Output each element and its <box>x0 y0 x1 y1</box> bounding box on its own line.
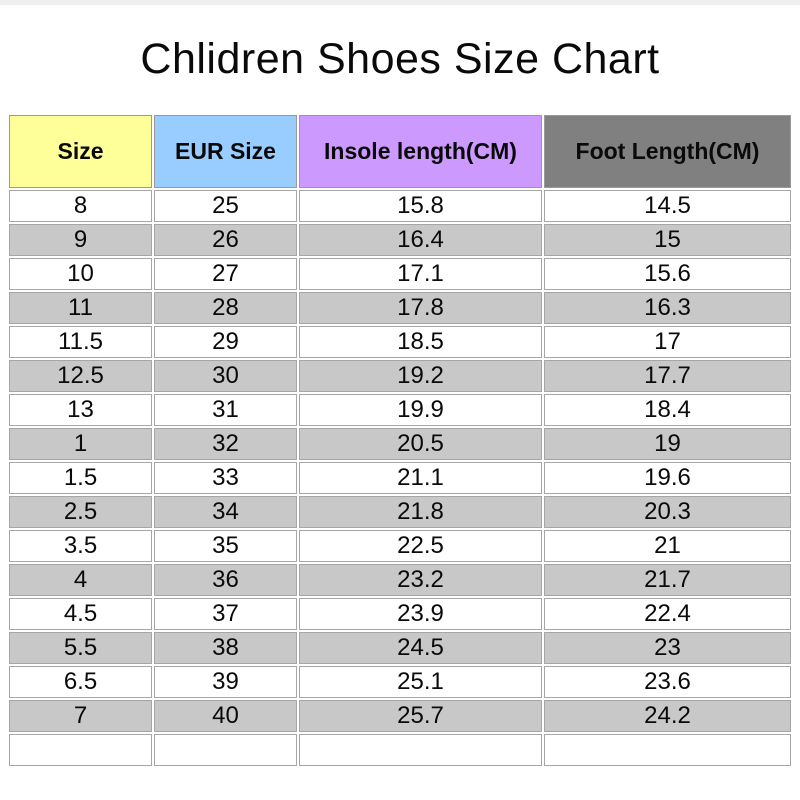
table-cell: 21.8 <box>299 496 542 529</box>
column-header: Insole length(CM) <box>299 115 542 189</box>
table-cell: 15.8 <box>299 190 542 223</box>
table-row: 9 26 16.4 15 <box>9 224 791 257</box>
table-cell: 39 <box>154 666 297 699</box>
table-row <box>9 734 791 767</box>
table-cell: 33 <box>154 462 297 495</box>
table-cell: 17 <box>544 326 791 359</box>
table-cell: 4 <box>9 564 152 597</box>
table-cell: 24.5 <box>299 632 542 665</box>
table-cell: 13 <box>9 394 152 427</box>
table-cell: 21 <box>544 530 791 563</box>
table-cell: 23 <box>544 632 791 665</box>
column-header: Foot Length(CM) <box>544 115 791 189</box>
table-cell: 17.1 <box>299 258 542 291</box>
table-cell: 23.9 <box>299 598 542 631</box>
table-cell: 37 <box>154 598 297 631</box>
table-cell: 40 <box>154 700 297 733</box>
size-chart-table: Size EUR Size Insole length(CM) Foot Length… <box>7 113 793 769</box>
table-cell: 15 <box>544 224 791 257</box>
table-cell: 36 <box>154 564 297 597</box>
table-cell: 6.5 <box>9 666 152 699</box>
table-cell: 17.8 <box>299 292 542 325</box>
table-cell: 27 <box>154 258 297 291</box>
table-cell <box>299 734 542 767</box>
table-cell: 19.2 <box>299 360 542 393</box>
table-cell: 3.5 <box>9 530 152 563</box>
table-cell: 24.2 <box>544 700 791 733</box>
table-cell: 12.5 <box>9 360 152 393</box>
table-cell: 32 <box>154 428 297 461</box>
table-row: 6.5 39 25.1 23.6 <box>9 666 791 699</box>
table-row: 4 36 23.2 21.7 <box>9 564 791 597</box>
table-cell: 14.5 <box>544 190 791 223</box>
table-cell: 22.4 <box>544 598 791 631</box>
table-cell: 15.6 <box>544 258 791 291</box>
table-cell: 16.4 <box>299 224 542 257</box>
table-cell: 8 <box>9 190 152 223</box>
table-cell: 5.5 <box>9 632 152 665</box>
table-cell: 23.6 <box>544 666 791 699</box>
table-row: 13 31 19.9 18.4 <box>9 394 791 427</box>
table-cell: 19.9 <box>299 394 542 427</box>
column-header: EUR Size <box>154 115 297 189</box>
table-cell: 9 <box>9 224 152 257</box>
table-cell: 1 <box>9 428 152 461</box>
table-cell: 21.7 <box>544 564 791 597</box>
table-cell: 28 <box>154 292 297 325</box>
table-cell: 20.5 <box>299 428 542 461</box>
table-cell: 22.5 <box>299 530 542 563</box>
table-cell: 10 <box>9 258 152 291</box>
table-row: 1.5 33 21.1 19.6 <box>9 462 791 495</box>
table-row: 11.5 29 18.5 17 <box>9 326 791 359</box>
table-cell: 29 <box>154 326 297 359</box>
table-cell: 18.4 <box>544 394 791 427</box>
table-header-row: Size EUR Size Insole length(CM) Foot Length… <box>9 115 791 189</box>
table-cell: 19.6 <box>544 462 791 495</box>
table-row: 4.5 37 23.9 22.4 <box>9 598 791 631</box>
page-title: Chlidren Shoes Size Chart <box>140 35 660 83</box>
table-cell: 17.7 <box>544 360 791 393</box>
table-cell: 4.5 <box>9 598 152 631</box>
table-cell: 23.2 <box>299 564 542 597</box>
table-cell: 2.5 <box>9 496 152 529</box>
table-cell: 25.7 <box>299 700 542 733</box>
table-row: 12.5 30 19.2 17.7 <box>9 360 791 393</box>
table-cell: 20.3 <box>544 496 791 529</box>
table-row: 5.5 38 24.5 23 <box>9 632 791 665</box>
table-cell: 25 <box>154 190 297 223</box>
table-row: 1 32 20.5 19 <box>9 428 791 461</box>
table-cell: 7 <box>9 700 152 733</box>
table-cell <box>544 734 791 767</box>
table-row: 11 28 17.8 16.3 <box>9 292 791 325</box>
table-row: 8 25 15.8 14.5 <box>9 190 791 223</box>
table-row: 3.5 35 22.5 21 <box>9 530 791 563</box>
table-cell: 18.5 <box>299 326 542 359</box>
column-header: Size <box>9 115 152 189</box>
table-cell: 1.5 <box>9 462 152 495</box>
table-row: 2.5 34 21.8 20.3 <box>9 496 791 529</box>
table-cell: 26 <box>154 224 297 257</box>
table-cell: 21.1 <box>299 462 542 495</box>
table-cell <box>9 734 152 767</box>
table-cell: 19 <box>544 428 791 461</box>
table-cell: 35 <box>154 530 297 563</box>
table-cell: 34 <box>154 496 297 529</box>
table-row: 10 27 17.1 15.6 <box>9 258 791 291</box>
table-cell: 30 <box>154 360 297 393</box>
table-row: 7 40 25.7 24.2 <box>9 700 791 733</box>
table-cell: 31 <box>154 394 297 427</box>
top-strip <box>0 0 800 5</box>
table-cell: 11.5 <box>9 326 152 359</box>
table-cell: 38 <box>154 632 297 665</box>
table-cell <box>154 734 297 767</box>
table-cell: 11 <box>9 292 152 325</box>
table-cell: 16.3 <box>544 292 791 325</box>
table-cell: 25.1 <box>299 666 542 699</box>
